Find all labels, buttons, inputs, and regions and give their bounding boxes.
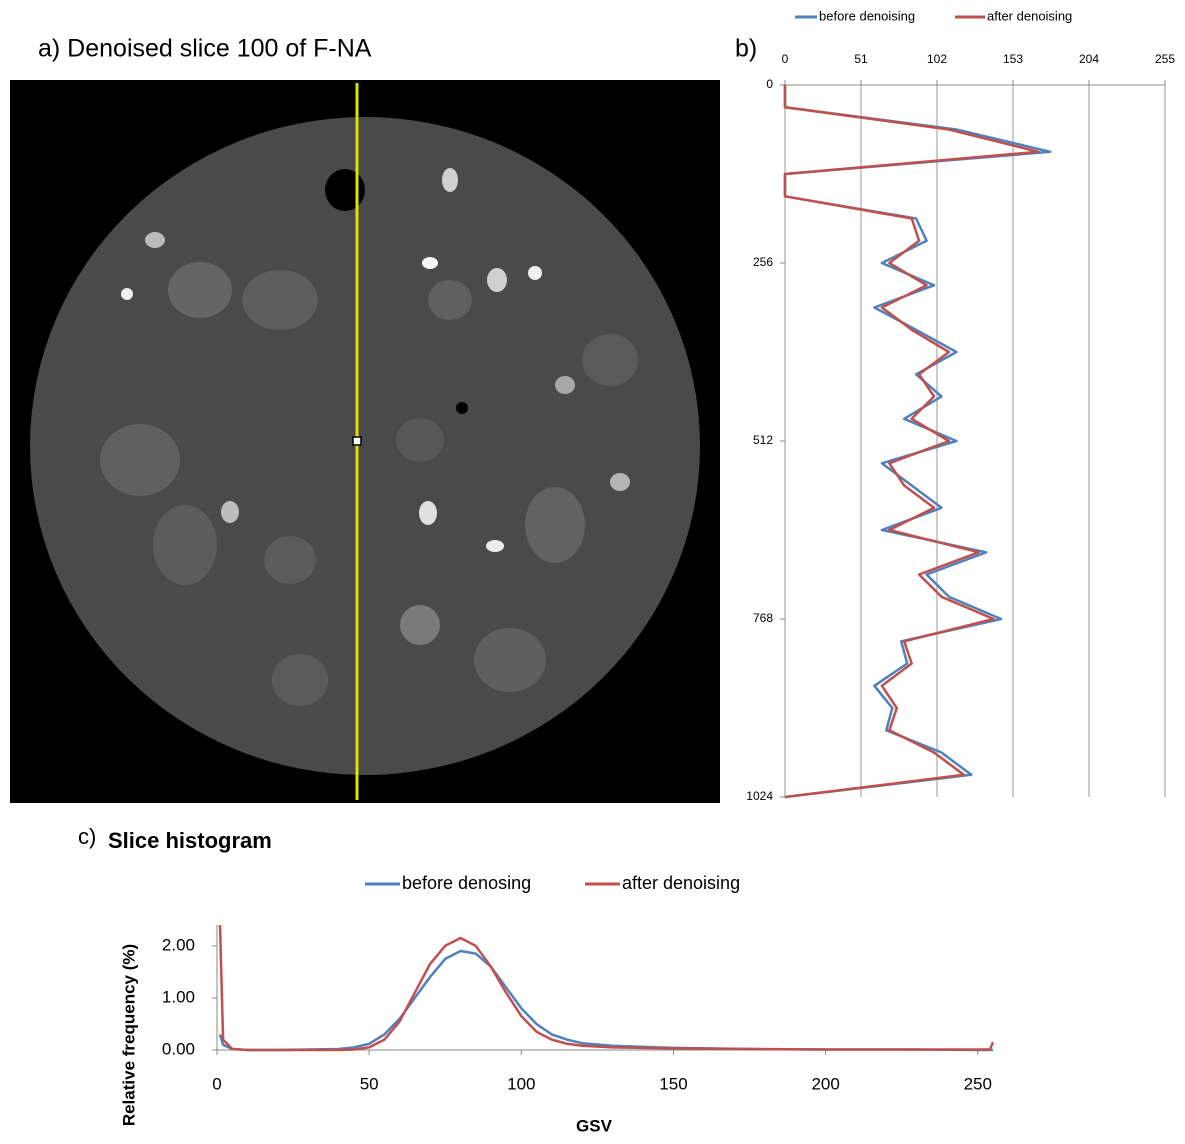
bright-particle	[221, 501, 239, 523]
bright-particle	[487, 268, 507, 292]
x-tick-label: 1024	[746, 789, 773, 803]
aggregate	[264, 536, 316, 584]
aggregate	[153, 505, 217, 585]
aggregate	[400, 605, 440, 645]
aggregate	[428, 280, 472, 320]
x-tick-label: 0	[766, 77, 773, 91]
x-tick-label: 0	[212, 1074, 221, 1093]
bright-particle	[419, 501, 437, 525]
chart-title: Slice histogram	[108, 828, 272, 853]
profile-handle[interactable]	[352, 436, 362, 446]
panel-c-label: c)	[78, 824, 96, 849]
bright-particle	[528, 266, 542, 280]
y-tick-label: 0	[782, 52, 789, 66]
bright-particle	[555, 376, 575, 394]
bright-particle	[486, 540, 504, 552]
panel-b-label: b)	[735, 35, 757, 63]
bright-particle	[145, 232, 165, 248]
aggregate	[100, 424, 180, 496]
x-tick-label: 150	[659, 1074, 687, 1093]
ct-slice	[10, 80, 720, 803]
x-tick-label: 512	[753, 433, 773, 447]
y-tick-label: 255	[1155, 52, 1175, 66]
aggregate	[168, 262, 232, 318]
aggregate	[396, 418, 444, 462]
x-tick-label: 200	[811, 1074, 839, 1093]
y-tick-label: 204	[1079, 52, 1099, 66]
pore	[325, 169, 365, 211]
y-tick-label: 102	[927, 52, 947, 66]
x-axis-title: GSV	[576, 1116, 613, 1135]
legend-label: after denoising	[622, 873, 740, 893]
x-tick-label: 50	[360, 1074, 379, 1093]
y-tick-label: 1.00	[162, 987, 195, 1006]
legend-label: before denosing	[402, 873, 531, 893]
bright-particle	[121, 288, 133, 300]
bright-particle	[422, 257, 438, 269]
aggregate	[272, 654, 328, 706]
series-line	[783, 85, 1052, 799]
bright-particle	[442, 168, 458, 192]
aggregate	[242, 270, 318, 330]
panel-a-title: a) Denoised slice 100 of F-NA	[38, 35, 372, 63]
aggregate	[525, 487, 585, 563]
y-tick-label: 0.00	[162, 1039, 195, 1058]
series-line	[218, 924, 995, 1052]
y-tick-label: 2.00	[162, 935, 195, 954]
series-line	[783, 85, 1040, 799]
bright-particle	[610, 473, 630, 491]
aggregate	[582, 334, 638, 386]
x-tick-label: 250	[964, 1074, 992, 1093]
y-axis-title: Relative frequency (%)	[119, 944, 138, 1126]
series-line	[218, 949, 993, 1052]
x-tick-label: 768	[753, 611, 773, 625]
x-tick-label: 100	[507, 1074, 535, 1093]
aggregate	[474, 628, 546, 692]
y-tick-label: 51	[854, 52, 868, 66]
pore	[456, 402, 468, 414]
legend-label: after denoising	[987, 8, 1072, 23]
y-tick-label: 153	[1003, 52, 1023, 66]
x-tick-label: 256	[753, 255, 773, 269]
legend-label: before denoising	[819, 8, 915, 23]
